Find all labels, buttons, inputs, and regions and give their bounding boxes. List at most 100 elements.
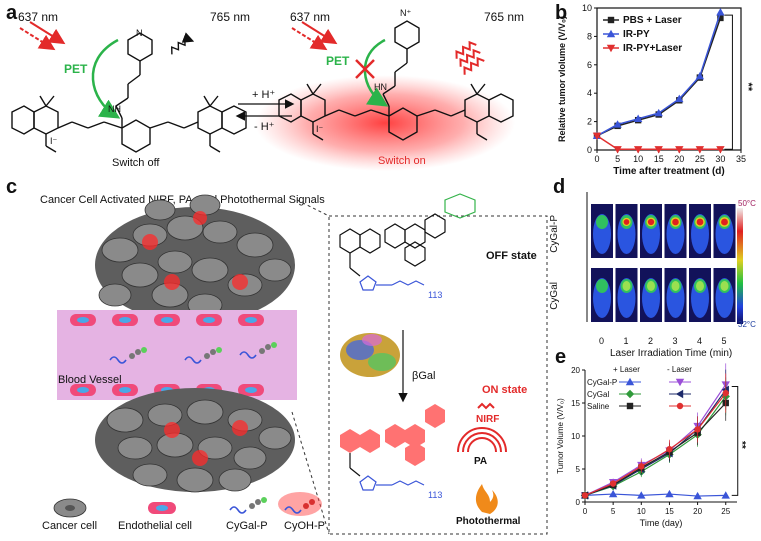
cygal-p-off-structure — [339, 193, 476, 291]
iodide-label-right: I⁻ — [316, 124, 324, 134]
legend-cancer-cell-icon — [53, 498, 87, 518]
legend-cygal-p-label: CyGal-P — [226, 520, 268, 532]
legend-marker — [606, 29, 616, 38]
legend-marker — [676, 402, 684, 410]
cygal-p-probes-in-vessel — [109, 342, 277, 364]
data-point — [717, 14, 724, 22]
thermal-image — [591, 204, 613, 258]
panel-d-images — [586, 192, 743, 324]
data-point — [654, 108, 663, 117]
pyridine-n-label: N — [136, 28, 143, 38]
pet-label-left: PET — [64, 62, 88, 76]
panel-d-xlabel: Laser Irradiation Time (min) — [610, 348, 733, 359]
legend-label: IR-PY — [623, 29, 650, 40]
row-label-cygal: CyGal — [549, 282, 560, 310]
pet-arrow-right — [363, 38, 389, 107]
data-point — [716, 146, 725, 154]
data-point — [722, 389, 729, 397]
legend-cygal-p-icon — [229, 497, 267, 514]
pyridinium-n-label: N⁺ — [400, 8, 412, 18]
photothermal-flame-icon — [475, 484, 498, 514]
pa-label: PA — [474, 456, 488, 467]
thermal-image — [664, 204, 687, 258]
legend-header-minus-laser: - Laser — [667, 365, 692, 374]
data-point — [675, 94, 684, 103]
pet-arrow-left — [91, 38, 121, 119]
switch-on-label: Switch on — [378, 155, 426, 167]
significance-label: ** — [742, 83, 754, 92]
data-point — [581, 492, 589, 499]
panel-label-c: c — [6, 176, 18, 198]
y-tick-label: 4 — [587, 88, 592, 98]
legend-header-plus-laser: + Laser — [613, 365, 640, 374]
y-tick-label: 10 — [582, 3, 592, 13]
proton-add-label: + H⁺ — [252, 89, 276, 101]
data-point — [675, 146, 684, 154]
legend-row-label: CyGal — [587, 390, 609, 399]
panel-label-d: d — [553, 176, 566, 198]
x-axis-label: Time after treatment (d) — [613, 166, 725, 176]
switch-off-label: Switch off — [112, 157, 160, 169]
hn-atom-label: HN — [374, 82, 387, 92]
data-point — [694, 426, 701, 433]
panel-d-x-tick: 0 — [599, 336, 605, 346]
wl-left-out: 765 nm — [210, 10, 251, 24]
thermal-image — [615, 268, 638, 322]
data-point — [633, 114, 643, 122]
y-tick-label: 20 — [571, 366, 580, 375]
panel-a-scheme — [11, 20, 515, 171]
thermal-image — [713, 268, 736, 322]
y-tick-label: 0 — [576, 498, 581, 507]
laser-637-left — [19, 21, 66, 51]
x-axis-label: Time (day) — [640, 518, 683, 528]
data-point — [613, 120, 622, 128]
nirf-icon — [477, 402, 495, 410]
panel-d-x-tick: 5 — [721, 336, 727, 346]
significance-bracket — [731, 386, 739, 496]
legend-marker — [607, 16, 615, 24]
x-tick-label: 10 — [633, 154, 643, 164]
panel-d-x-tick: 2 — [648, 336, 654, 346]
blood-vessel-label: Blood Vessel — [58, 374, 122, 386]
x-tick-label: 0 — [583, 507, 588, 516]
molecule-switch-off — [11, 32, 247, 153]
beta-gal-label: βGal — [412, 370, 436, 382]
data-point — [608, 489, 618, 498]
legend-endothelial-cell-icon — [148, 502, 176, 514]
tumor-bottom — [95, 388, 295, 493]
legend-marker — [625, 377, 635, 386]
beta-gal-enzyme-icon — [340, 333, 400, 377]
x-tick-label: 0 — [594, 154, 599, 164]
data-point — [695, 146, 705, 154]
significance-label: ** — [736, 441, 747, 449]
legend-row-label: CyGal-P — [587, 378, 617, 387]
panel-c-title: Cancer Cell Activated NIRF, PA, and Phot… — [40, 194, 325, 206]
legend-marker — [606, 44, 616, 53]
series-line — [584, 493, 726, 497]
thermal-image — [689, 204, 711, 258]
peg-subscript-top: 113 — [428, 290, 443, 300]
legend-marker — [675, 389, 684, 399]
on-state-label: ON state — [482, 384, 528, 396]
x-tick-label: 10 — [637, 507, 646, 516]
scale-min-label: 32°C — [738, 320, 756, 329]
data-point — [721, 491, 730, 499]
y-tick-label: 10 — [571, 432, 580, 441]
x-tick-label: 25 — [695, 154, 705, 164]
data-point — [654, 146, 663, 154]
legend-marker — [675, 378, 685, 387]
y-axis-label: Relative tumor vlolume (V/V₀) — [557, 16, 567, 142]
wl-left-in: 637 nm — [18, 10, 59, 24]
panel-label-a: a — [6, 2, 18, 24]
data-point — [695, 71, 705, 80]
scale-max-label: 50°C — [738, 199, 756, 208]
x-tick-label: 15 — [654, 154, 664, 164]
legend-cancer-cell-label: Cancer cell — [42, 520, 98, 532]
thermal-image — [664, 268, 687, 322]
x-tick-label: 20 — [693, 507, 702, 516]
y-tick-label: 15 — [571, 399, 580, 408]
legend-marker — [626, 402, 634, 410]
panel-label-b: b — [555, 2, 568, 24]
y-tick-label: 6 — [587, 60, 592, 70]
x-tick-label: 30 — [715, 154, 725, 164]
